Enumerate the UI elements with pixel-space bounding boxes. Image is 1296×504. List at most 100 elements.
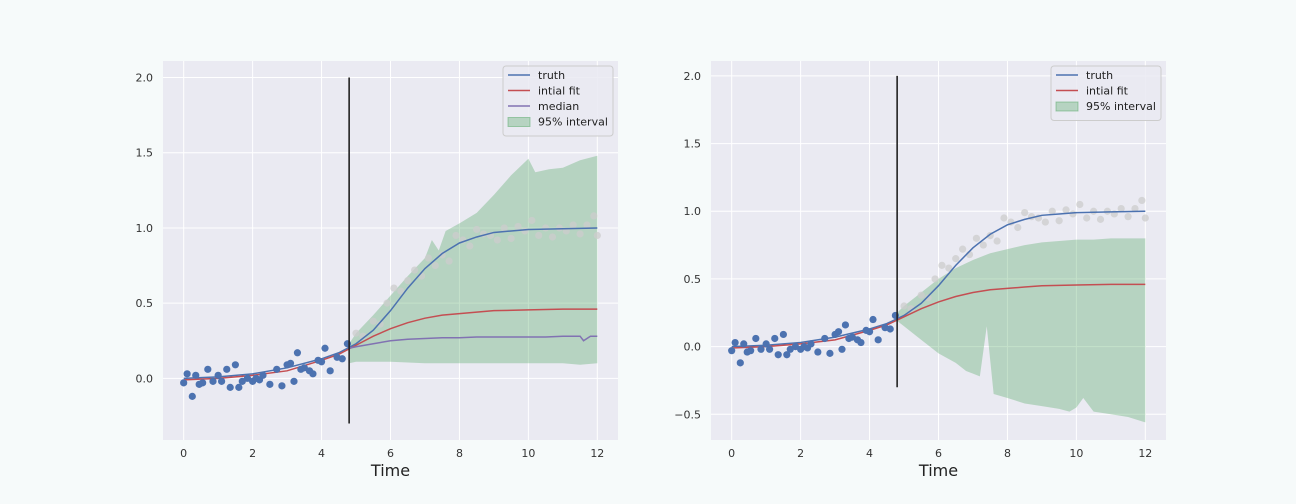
- future-point: [1000, 214, 1008, 222]
- future-point: [352, 329, 360, 337]
- future-point: [590, 212, 598, 220]
- future-point: [938, 261, 946, 269]
- y-tick-label: 1.5: [136, 147, 154, 160]
- observed-point: [886, 325, 894, 333]
- observed-point: [204, 365, 212, 373]
- observed-point: [226, 383, 234, 391]
- future-point: [369, 317, 377, 325]
- future-point: [1124, 213, 1132, 221]
- y-tick-label: 2.0: [136, 72, 154, 85]
- x-tick-label: 6: [935, 447, 942, 460]
- future-point: [542, 224, 550, 232]
- future-point: [979, 241, 987, 249]
- future-point: [593, 231, 601, 240]
- observed-point: [736, 359, 744, 367]
- legend-label: intial fit: [538, 85, 581, 98]
- future-point: [528, 216, 536, 225]
- observed-point: [757, 345, 765, 353]
- future-point: [473, 225, 481, 234]
- future-point: [1055, 217, 1063, 225]
- future-point: [900, 302, 908, 310]
- future-point: [917, 291, 925, 299]
- x-tick-label: 2: [249, 447, 256, 460]
- future-point: [1041, 218, 1049, 226]
- x-tick-label: 0: [728, 447, 735, 460]
- future-point: [424, 254, 433, 262]
- legend-label: median: [538, 100, 579, 113]
- future-point: [452, 231, 460, 240]
- observed-point: [192, 371, 200, 379]
- observed-point: [731, 338, 739, 347]
- y-tick-labels-left: 0.0 0.5 1.0 1.5 2.0: [136, 72, 154, 386]
- legend-label: 95% interval: [1086, 100, 1156, 113]
- fit-line: [183, 308, 598, 381]
- y-tick-labels-right: −0.5 0.0 0.5 1.0 1.5 2.0: [674, 70, 701, 421]
- future-point: [1083, 214, 1091, 222]
- observed-point: [857, 338, 865, 347]
- observed-point: [309, 370, 317, 378]
- observed-point: [223, 365, 231, 373]
- y-tick-label: 0.5: [136, 297, 154, 310]
- x-tick-label: 10: [521, 447, 535, 460]
- future-point: [514, 222, 522, 231]
- observed-point: [774, 351, 782, 359]
- grid-right: [711, 61, 1166, 440]
- future-point: [1069, 210, 1077, 218]
- future-point: [972, 234, 981, 242]
- legend-swatch: [507, 117, 531, 127]
- observed-point: [841, 321, 850, 329]
- y-tick-label: 0.0: [684, 341, 702, 354]
- future-point: [397, 287, 405, 295]
- future-point: [583, 221, 591, 229]
- x-tick-labels-right: 0 2 4 6 8 10 12: [728, 447, 1152, 460]
- x-tick-labels-left: 0 2 4 6 8 10 12: [180, 447, 604, 460]
- observed-point: [273, 365, 281, 373]
- observed-point: [321, 344, 329, 352]
- observed-point: [231, 361, 239, 369]
- future-point: [411, 266, 419, 274]
- y-tick-label: 1.5: [684, 138, 702, 151]
- future-point: [931, 275, 939, 283]
- future-point: [1131, 204, 1139, 213]
- observed-point: [838, 345, 846, 353]
- interval-band: [349, 155, 598, 365]
- observed-point: [762, 340, 770, 348]
- future-point: [1138, 196, 1146, 205]
- x-tick-label: 8: [1004, 447, 1011, 460]
- legend-right: truth intial fit 95% interval: [1050, 65, 1162, 121]
- future-point: [1048, 207, 1056, 215]
- x-tick-label: 6: [387, 447, 394, 460]
- future-point: [404, 276, 412, 285]
- x-axis-label-left: Time: [370, 461, 410, 480]
- future-point: [569, 221, 577, 229]
- future-point: [959, 245, 967, 253]
- interval-left: [349, 155, 598, 365]
- observed-point: [807, 340, 815, 348]
- future-point: [945, 264, 953, 272]
- y-tick-label: 1.0: [136, 222, 154, 235]
- legend-label: 95% interval: [538, 116, 608, 129]
- x-tick-label: 0: [180, 447, 187, 460]
- y-tick-label: 2.0: [684, 70, 702, 83]
- legend-label: truth: [538, 69, 565, 82]
- observed-point: [821, 334, 829, 343]
- future-point: [493, 236, 501, 244]
- observed-point: [338, 355, 346, 363]
- observed-point: [317, 358, 326, 366]
- future-point: [1014, 223, 1022, 232]
- future-point: [576, 230, 584, 238]
- observed-point: [747, 347, 755, 355]
- observed-point: [217, 377, 226, 385]
- y-tick-label: −0.5: [674, 408, 701, 421]
- chart-right: 0 2 4 6 8 10 12 −0.5 0.0 0.5 1.0 1.5 2.0 Time truth…: [674, 61, 1166, 480]
- legend-left: truth intial fit median 95% interval: [502, 65, 614, 137]
- future-point: [466, 242, 474, 250]
- future-point: [500, 224, 508, 232]
- observed-point: [266, 380, 274, 388]
- observed-point: [183, 370, 191, 378]
- future-point: [1076, 200, 1084, 209]
- observed-point: [199, 379, 207, 387]
- future-point: [535, 231, 543, 240]
- future-point: [359, 332, 367, 340]
